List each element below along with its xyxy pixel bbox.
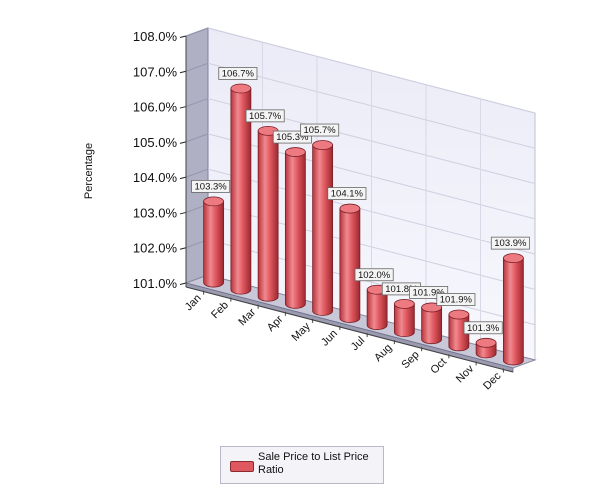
data-label-box bbox=[463, 321, 503, 335]
bar-top bbox=[448, 309, 470, 320]
bar bbox=[339, 203, 361, 323]
y-tick-label: 107.0% bbox=[133, 64, 178, 79]
x-tick-label: Mar bbox=[236, 306, 258, 328]
y-tick bbox=[179, 282, 187, 285]
y-tick-label: 102.0% bbox=[133, 241, 178, 256]
bar-body bbox=[393, 303, 415, 338]
y-tick-label: 108.0% bbox=[133, 29, 178, 44]
data-label-box bbox=[354, 268, 394, 282]
y-tick-label: 103.0% bbox=[133, 205, 178, 220]
x-tick-label: May bbox=[290, 320, 314, 344]
x-tick-label: Jul bbox=[349, 335, 367, 353]
bar-top bbox=[203, 196, 225, 207]
bar bbox=[475, 337, 497, 359]
data-label-box bbox=[436, 293, 476, 306]
y-tick bbox=[179, 35, 187, 38]
bar bbox=[502, 253, 524, 366]
y-tick bbox=[179, 211, 187, 215]
data-label: 101.3% bbox=[467, 323, 500, 334]
x-tick-label: Sep bbox=[399, 349, 421, 371]
data-label: 101.8% bbox=[385, 284, 418, 295]
bar-body bbox=[230, 88, 252, 295]
bar bbox=[230, 83, 252, 295]
y-tick bbox=[179, 141, 187, 144]
bar bbox=[203, 196, 225, 288]
x-tick-label: Oct bbox=[428, 356, 449, 377]
bar-top bbox=[502, 253, 524, 264]
bar bbox=[421, 302, 443, 345]
y-tick bbox=[179, 176, 187, 180]
y-axis-title: Percentage bbox=[83, 143, 95, 199]
data-label-box bbox=[300, 123, 340, 137]
bar-body bbox=[339, 208, 361, 323]
data-label-box bbox=[245, 109, 285, 123]
bar-body bbox=[421, 307, 443, 345]
data-label: 103.9% bbox=[494, 238, 527, 249]
gridline-y-side bbox=[185, 133, 209, 143]
bar-body bbox=[203, 200, 225, 288]
x-tick-label: Nov bbox=[454, 363, 477, 386]
legend-swatch bbox=[230, 461, 254, 472]
bar-top bbox=[339, 203, 361, 214]
data-label-box bbox=[490, 236, 530, 250]
gridline-y-side bbox=[185, 168, 209, 178]
bar bbox=[284, 147, 306, 309]
data-label: 105.7% bbox=[249, 111, 282, 122]
gridline-y-side bbox=[185, 62, 209, 72]
y-tick-label: 104.0% bbox=[133, 170, 178, 185]
bar-top bbox=[393, 298, 415, 309]
data-label: 101.9% bbox=[413, 287, 446, 298]
bar-top bbox=[475, 337, 497, 348]
bar bbox=[393, 298, 415, 338]
y-tick bbox=[179, 70, 187, 74]
data-label: 102.0% bbox=[358, 270, 391, 281]
bar-top bbox=[312, 140, 334, 150]
data-label: 105.7% bbox=[304, 125, 337, 136]
bar bbox=[312, 140, 334, 316]
y-tick-label: 106.0% bbox=[133, 100, 178, 115]
y-tick bbox=[179, 247, 187, 250]
x-tick-label: Apr bbox=[265, 313, 286, 334]
x-tick-label: Jun bbox=[319, 328, 340, 349]
gridline-y-side bbox=[185, 98, 209, 108]
data-label: 103.3% bbox=[195, 181, 228, 192]
data-label: 104.1% bbox=[331, 189, 364, 200]
gridline-y-side bbox=[185, 27, 209, 37]
x-tick-label: Aug bbox=[372, 342, 394, 364]
data-label: 105.3% bbox=[276, 132, 309, 143]
data-label-box bbox=[327, 187, 367, 200]
y-tick-label: 101.0% bbox=[133, 276, 178, 291]
data-label: 106.7% bbox=[222, 68, 255, 79]
x-tick-label: Feb bbox=[209, 299, 231, 321]
bar-body bbox=[257, 130, 279, 302]
data-label-box bbox=[191, 179, 231, 193]
legend-label: Sale Price to List Price Ratio bbox=[258, 451, 369, 476]
data-label: 101.9% bbox=[440, 295, 473, 306]
bar-top bbox=[284, 147, 306, 157]
bar-body bbox=[312, 144, 334, 316]
legend: Sale Price to List Price Ratio bbox=[220, 446, 384, 484]
bar bbox=[257, 125, 279, 302]
x-tick-label: Dec bbox=[481, 370, 504, 393]
y-tick-label: 105.0% bbox=[133, 135, 178, 150]
y-tick bbox=[179, 106, 187, 109]
x-tick-label: Jan bbox=[183, 292, 204, 313]
bar-top bbox=[230, 83, 252, 94]
data-label-box bbox=[218, 67, 258, 80]
x-axis-line bbox=[185, 286, 514, 373]
bar-body bbox=[366, 289, 388, 330]
bar-body bbox=[502, 257, 524, 366]
bar-body bbox=[284, 151, 306, 309]
